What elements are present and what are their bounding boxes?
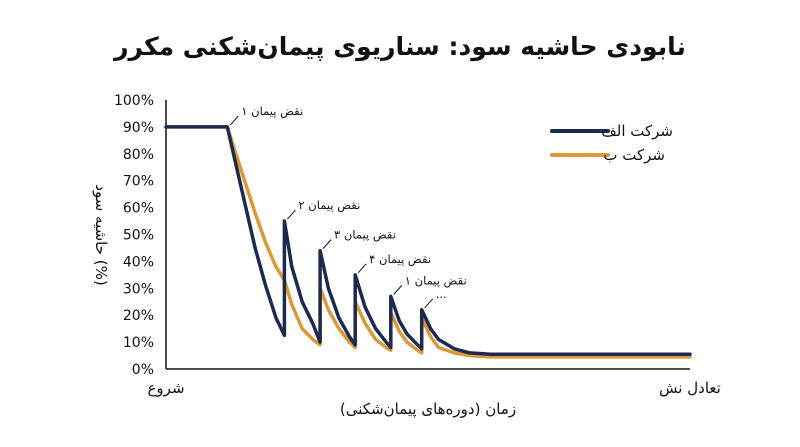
y-tick-label: 0% xyxy=(132,362,154,378)
y-tick-label: 80% xyxy=(123,147,154,163)
annotation-leader xyxy=(322,239,332,249)
annotation-label: ... xyxy=(436,287,447,301)
annotation-label: نقض پیمان ۳ xyxy=(334,228,396,243)
legend-label-series-b: شرکت ب xyxy=(603,146,665,164)
y-tick-label: 50% xyxy=(123,228,154,244)
series-line-a xyxy=(164,125,692,356)
annotation-leader xyxy=(287,209,296,220)
y-axis-label: حاشیه سود (%) xyxy=(92,184,110,285)
annotation-label: نقض پیمان ۲ xyxy=(298,198,360,213)
y-tick-label: 100% xyxy=(114,93,154,109)
y-tick-label: 90% xyxy=(123,120,154,136)
x-axis-label: زمان (دوره‌های پیمان‌شکنی) xyxy=(340,400,516,419)
annotation-label: نقض پیمان ۱ xyxy=(405,273,467,288)
y-tick-label: 40% xyxy=(123,254,154,270)
legend: شرکت الف شرکت ب xyxy=(550,122,673,164)
y-axis-ticks: 0% 10% 20% 30% 40% 50% 60% 70% 80% 90% 100% xyxy=(114,93,154,378)
annotation-leader xyxy=(229,115,239,126)
chart-title: نابودی حاشیه سود: سناریوی پیمان‌شکنی مکر… xyxy=(112,32,686,62)
legend-label-series-a: شرکت الف xyxy=(601,122,673,140)
annotation-leader xyxy=(393,285,403,295)
x-end-label: تعادل نش xyxy=(659,379,721,397)
series-line-b xyxy=(164,125,692,359)
y-tick-label: 20% xyxy=(123,308,154,324)
annotations: نقض پیمان ۱ نقض پیمان ۲ نقض پیمان ۳ نقض پیم… xyxy=(229,104,467,309)
annotation-label: نقض پیمان ۱ xyxy=(241,104,303,119)
series-layer xyxy=(164,125,692,359)
x-start-label: شروع xyxy=(147,379,184,397)
y-tick-label: 30% xyxy=(123,281,154,297)
y-tick-label: 10% xyxy=(123,335,154,351)
y-tick-label: 60% xyxy=(123,201,154,217)
y-tick-label: 70% xyxy=(123,174,154,190)
annotation-leader xyxy=(424,298,434,309)
annotation-leader xyxy=(357,263,367,274)
plot-area xyxy=(165,100,690,370)
annotation-label: نقض پیمان ۴ xyxy=(369,252,431,267)
